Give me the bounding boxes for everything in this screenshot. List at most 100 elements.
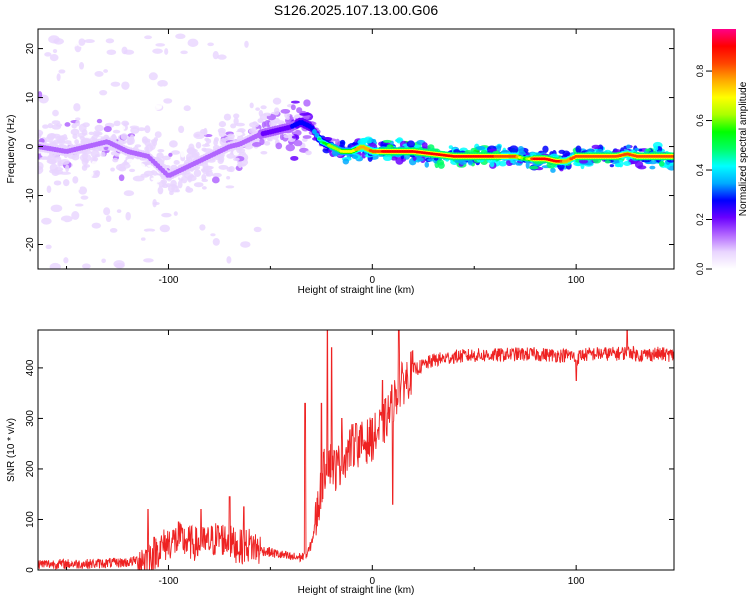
spectrogram-cell: [171, 150, 181, 155]
spectrogram-cell: [174, 42, 180, 52]
spectrogram-cell: [186, 153, 194, 162]
spectrogram-cell: [140, 237, 146, 241]
spectrogram-cell: [125, 211, 131, 221]
spectrogram-cell: [421, 142, 428, 149]
spectrogram-cell: [38, 165, 44, 175]
colorbar-label: Normalized spectral amplitude: [738, 81, 749, 216]
spectrogram-cell: [199, 224, 206, 231]
spectrogram-cell: [456, 72, 467, 79]
spectrogram-cell: [386, 245, 395, 251]
y-tick-label: 300: [25, 410, 36, 427]
spectrogram-cell: [62, 136, 68, 141]
spectrogram-cell: [212, 261, 219, 267]
spectrogram-cell: [623, 99, 629, 107]
spectrogram-cell: [140, 173, 150, 178]
spectrogram-cell: [218, 121, 227, 128]
y-tick-label: -20: [25, 237, 36, 252]
spectrogram-cell: [232, 196, 245, 201]
spectrogram-cell: [456, 202, 468, 211]
spectrogram-cell: [129, 168, 136, 173]
spectrogram-cell: [161, 178, 168, 185]
spectrogram-cell: [477, 233, 489, 241]
spectrogram-cell: [459, 100, 468, 106]
spectrogram-cell: [134, 144, 142, 148]
spectrogram-cell: [317, 137, 322, 141]
spectrogram-cell: [228, 204, 239, 212]
spectrogram-cell: [205, 138, 212, 144]
spectrogram-cell: [303, 99, 311, 107]
spectrogram-cell: [99, 89, 108, 96]
spectrogram-cell: [505, 52, 516, 58]
spectrogram-cell: [60, 215, 73, 223]
spectrogram-cell: [86, 248, 96, 258]
spectrogram-cell: [237, 160, 243, 169]
spectrogram-cell: [80, 195, 89, 200]
colorbar-tick-label: 0.2: [695, 213, 705, 226]
spectrogram-cell: [154, 131, 162, 138]
spectrogram-cell: [429, 206, 442, 215]
spectrogram-cell: [53, 180, 62, 186]
spectrogram-cell: [505, 123, 513, 127]
spectrogram-cell: [225, 185, 235, 189]
spectrogram-cell: [379, 253, 384, 258]
spectrogram-cell: [123, 122, 130, 126]
spectrogram-cell: [507, 229, 515, 236]
spectrogram-cell: [459, 134, 467, 143]
spectrogram-cell: [137, 163, 146, 170]
spectrogram-cell: [78, 38, 86, 46]
spectrogram-cell: [144, 35, 153, 40]
spectrogram-cell: [640, 126, 652, 131]
spectrogram-cell: [233, 157, 240, 162]
spectrogram-cell: [213, 137, 219, 143]
spectrogram-cell: [49, 223, 55, 230]
spectrogram-cell: [416, 157, 424, 162]
spectrogram-cell: [593, 120, 604, 129]
spectrogram-cell: [305, 150, 312, 156]
spectrogram-cell: [528, 123, 541, 130]
spectrogram-cell: [604, 160, 611, 164]
spectrogram-cell: [385, 168, 394, 175]
y-tick-label: 400: [25, 359, 36, 376]
spectrogram-cell: [566, 43, 578, 52]
spectrogram-cell: [118, 174, 125, 182]
spectrogram-cell: [371, 138, 377, 143]
spectrogram-cell: [112, 129, 121, 134]
spectrogram-cell: [45, 244, 52, 250]
spectrogram-cell: [103, 207, 111, 216]
spectrogram-cell: [382, 139, 392, 143]
spectrogram-cell: [575, 145, 582, 153]
spectrogram-cell: [561, 36, 571, 43]
spectrogram-cell: [171, 184, 179, 193]
spectrogram-cell: [263, 141, 271, 146]
spectrogram-cell: [161, 155, 171, 161]
spectrogram-cell: [116, 125, 126, 131]
spectrogram-cell: [53, 169, 64, 175]
spectrogram-cell: [283, 134, 292, 139]
spectrogram-cell: [501, 67, 507, 75]
spectrogram-cell: [279, 70, 288, 80]
spectrogram-cell: [664, 247, 671, 252]
spectrogram-cell: [187, 38, 199, 48]
spectrogram-cell: [318, 49, 330, 54]
spectrogram-cell: [101, 258, 106, 264]
spectrogram-cell: [59, 139, 64, 144]
spectrogram-cell: [201, 186, 207, 190]
spectrogram-cell: [342, 158, 350, 165]
snr-frame: [37, 329, 675, 571]
spectrogram-cell: [38, 91, 43, 99]
spectrogram-cell: [555, 109, 567, 116]
spectrogram-cell: [623, 161, 631, 167]
spectrogram-cell: [615, 162, 622, 167]
spectrogram-cell: [280, 108, 291, 114]
spectrogram-cell: [248, 168, 258, 173]
spectrogram-cell: [202, 50, 209, 55]
colorbar-tick-label: 0.6: [695, 114, 705, 127]
spectrogram-cell: [71, 123, 77, 129]
spectrogram-cell: [451, 196, 463, 202]
spectrogram-cell: [210, 233, 216, 237]
spectrogram-cell: [475, 146, 486, 151]
spectrogram-cell: [212, 172, 222, 178]
spectrogram-cell: [249, 102, 254, 109]
spectrogram-cell: [129, 134, 135, 142]
